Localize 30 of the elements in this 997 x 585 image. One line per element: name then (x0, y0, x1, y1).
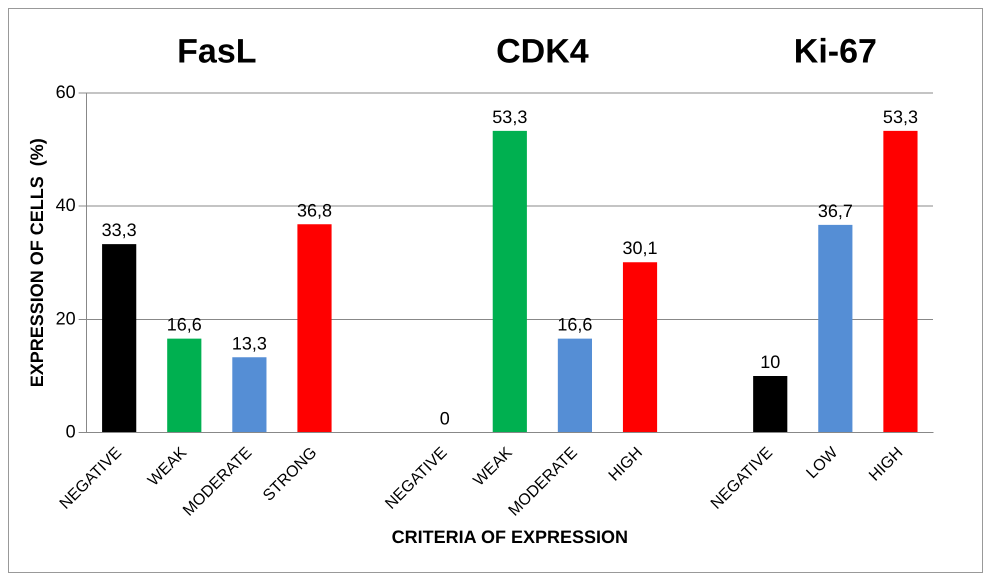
data-label: 10 (760, 352, 780, 372)
y-tick-label: 0 (66, 422, 76, 442)
text: FasL (177, 32, 257, 70)
data-label: 30,1 (622, 238, 658, 258)
bar (492, 130, 527, 432)
data-label: 36,8 (296, 200, 332, 220)
bar (753, 376, 788, 432)
y-tick-label: 20 (56, 308, 76, 328)
x-axis-title: CRITERIA OF EXPRESSION (392, 527, 628, 548)
bar (818, 224, 852, 432)
bar (558, 338, 592, 432)
bar (102, 244, 136, 432)
bar (297, 224, 332, 432)
bar (883, 130, 918, 432)
data-label: 0 (440, 408, 450, 429)
data-label: 33,3 (102, 220, 137, 240)
bar (622, 262, 658, 432)
text: Ki-67 (794, 32, 877, 70)
text: CDK4 (496, 32, 589, 70)
y-tick-label: 60 (56, 82, 76, 102)
bar (232, 357, 266, 432)
data-label: 16,6 (557, 314, 592, 335)
data-label: 53,3 (882, 106, 918, 127)
bar (167, 338, 202, 432)
y-tick-label: 40 (56, 195, 76, 216)
data-label: 36,7 (818, 200, 853, 221)
y-axis-title: EXPRESSION OF CELLS (%) (26, 138, 47, 388)
data-label: 53,3 (492, 106, 528, 127)
data-label: 16,6 (166, 314, 202, 335)
data-label: 13,3 (232, 333, 267, 354)
